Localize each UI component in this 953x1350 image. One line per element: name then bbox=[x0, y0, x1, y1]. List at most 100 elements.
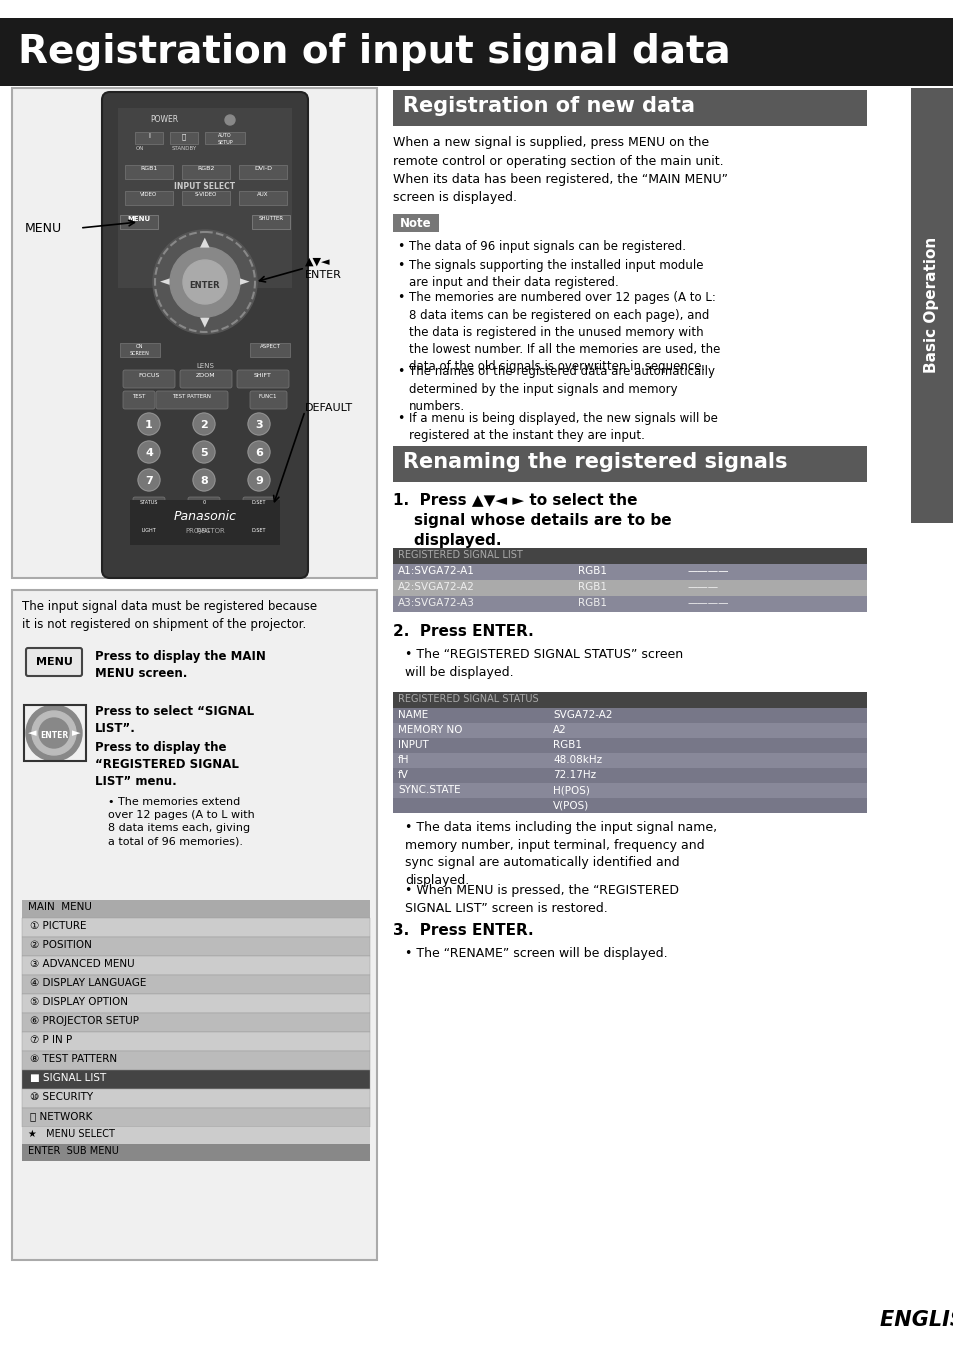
Text: ON
SCREEN: ON SCREEN bbox=[130, 344, 150, 355]
Text: ⏻: ⏻ bbox=[182, 134, 186, 139]
Text: SVGA72-A2: SVGA72-A2 bbox=[553, 710, 612, 721]
Bar bbox=[393, 738, 866, 753]
Bar bbox=[22, 1143, 370, 1161]
FancyBboxPatch shape bbox=[123, 370, 174, 387]
Text: S-VIDEO: S-VIDEO bbox=[194, 192, 217, 197]
Text: Registration of new data: Registration of new data bbox=[402, 96, 695, 116]
Text: MENU: MENU bbox=[25, 221, 62, 235]
Text: TEST PATTERN: TEST PATTERN bbox=[172, 394, 212, 400]
Text: ◄: ◄ bbox=[28, 728, 36, 738]
FancyBboxPatch shape bbox=[236, 370, 289, 387]
FancyBboxPatch shape bbox=[26, 648, 82, 676]
Text: ③ ADVANCED MENU: ③ ADVANCED MENU bbox=[30, 958, 134, 969]
Text: Press to select “SIGNAL
LIST”.: Press to select “SIGNAL LIST”. bbox=[95, 705, 253, 734]
Text: TEST: TEST bbox=[132, 394, 146, 400]
Bar bbox=[22, 975, 370, 994]
Text: 1: 1 bbox=[145, 420, 152, 431]
Text: 2.  Press ENTER.: 2. Press ENTER. bbox=[393, 625, 533, 640]
FancyBboxPatch shape bbox=[188, 497, 220, 514]
Text: ————: ———— bbox=[687, 598, 729, 609]
Text: AUTO
SETUP: AUTO SETUP bbox=[217, 134, 233, 144]
Text: Note: Note bbox=[399, 217, 432, 230]
Circle shape bbox=[248, 441, 270, 463]
Bar bbox=[252, 215, 290, 230]
Bar bbox=[22, 1071, 370, 1089]
Bar bbox=[182, 165, 230, 180]
Text: Press to display the MAIN
MENU screen.: Press to display the MAIN MENU screen. bbox=[95, 649, 266, 680]
Text: The signals supporting the installed input module
are input and their data regis: The signals supporting the installed inp… bbox=[409, 259, 702, 289]
Bar bbox=[130, 500, 280, 545]
Bar bbox=[12, 590, 376, 1260]
Text: 3.  Press ENTER.: 3. Press ENTER. bbox=[393, 923, 533, 938]
Text: ⑥ PROJECTOR SETUP: ⑥ PROJECTOR SETUP bbox=[30, 1017, 139, 1026]
Text: D.SET: D.SET bbox=[252, 500, 266, 505]
Text: MEMORY NO: MEMORY NO bbox=[397, 725, 462, 736]
Bar bbox=[22, 956, 370, 975]
Text: ————: ———— bbox=[687, 567, 729, 576]
Text: FOCUS: FOCUS bbox=[138, 373, 159, 378]
Text: 48.08kHz: 48.08kHz bbox=[553, 756, 601, 765]
Circle shape bbox=[193, 413, 214, 435]
Text: ★   MENU SELECT: ★ MENU SELECT bbox=[28, 1129, 114, 1139]
Bar bbox=[393, 798, 866, 814]
Bar bbox=[393, 90, 866, 126]
Text: The names of the registered data are automatically
determined by the input signa: The names of the registered data are aut… bbox=[409, 366, 714, 413]
Text: PROJECTOR: PROJECTOR bbox=[185, 528, 225, 535]
Text: Basic Operation: Basic Operation bbox=[923, 236, 939, 373]
Bar bbox=[250, 343, 290, 356]
Text: ⑦ P IN P: ⑦ P IN P bbox=[30, 1035, 72, 1045]
Bar bbox=[393, 548, 866, 564]
Text: ⑪ NETWORK: ⑪ NETWORK bbox=[30, 1111, 92, 1120]
Text: ———: ——— bbox=[687, 582, 719, 593]
Text: ZOOM: ZOOM bbox=[196, 373, 215, 378]
Text: ■ SIGNAL LIST: ■ SIGNAL LIST bbox=[30, 1073, 106, 1083]
Text: ◄: ◄ bbox=[160, 275, 170, 289]
Text: RGB1: RGB1 bbox=[578, 567, 606, 576]
Text: INPUT SELECT: INPUT SELECT bbox=[174, 182, 235, 190]
Text: DVI-D: DVI-D bbox=[253, 166, 272, 171]
Text: LENS: LENS bbox=[196, 363, 213, 369]
Text: NAME: NAME bbox=[397, 710, 428, 721]
Text: ►: ► bbox=[240, 275, 250, 289]
Bar bbox=[239, 190, 287, 205]
Circle shape bbox=[32, 711, 76, 755]
Text: POWER: POWER bbox=[150, 115, 178, 124]
Text: STANDBY: STANDBY bbox=[172, 146, 196, 151]
Circle shape bbox=[248, 413, 270, 435]
Bar bbox=[125, 165, 172, 180]
Text: When a new signal is supplied, press MENU on the
remote control or operating sec: When a new signal is supplied, press MEN… bbox=[393, 136, 727, 204]
Text: 0: 0 bbox=[202, 500, 205, 505]
Text: fV: fV bbox=[397, 771, 409, 780]
Bar bbox=[22, 1012, 370, 1031]
Circle shape bbox=[138, 413, 160, 435]
Text: ▼: ▼ bbox=[200, 316, 210, 328]
Bar bbox=[239, 165, 287, 180]
Circle shape bbox=[193, 468, 214, 491]
Text: ⑤ DISPLAY OPTION: ⑤ DISPLAY OPTION bbox=[30, 998, 128, 1007]
Text: • The memories extend
over 12 pages (A to L with
8 data items each, giving
a tot: • The memories extend over 12 pages (A t… bbox=[108, 796, 254, 846]
FancyBboxPatch shape bbox=[123, 392, 154, 409]
Text: FUNC1: FUNC1 bbox=[258, 394, 277, 400]
Text: RGB2: RGB2 bbox=[197, 166, 214, 171]
Text: •: • bbox=[396, 259, 404, 271]
Circle shape bbox=[183, 261, 227, 304]
Text: V(POS): V(POS) bbox=[553, 801, 589, 810]
Text: Press to display the
“REGISTERED SIGNAL
LIST” menu.: Press to display the “REGISTERED SIGNAL … bbox=[95, 741, 238, 788]
Bar bbox=[22, 1089, 370, 1108]
FancyBboxPatch shape bbox=[250, 392, 287, 409]
Bar bbox=[12, 88, 376, 578]
Text: I: I bbox=[148, 134, 150, 139]
Text: H(POS): H(POS) bbox=[553, 786, 589, 795]
Bar bbox=[393, 753, 866, 768]
Text: ① PICTURE: ① PICTURE bbox=[30, 921, 87, 931]
Text: Panasonic: Panasonic bbox=[173, 510, 236, 522]
Text: A2:SVGA72-A2: A2:SVGA72-A2 bbox=[397, 582, 475, 593]
Text: • The “RENAME” screen will be displayed.: • The “RENAME” screen will be displayed. bbox=[405, 948, 667, 960]
Text: ⑧ TEST PATTERN: ⑧ TEST PATTERN bbox=[30, 1054, 117, 1064]
Text: 8: 8 bbox=[200, 477, 208, 486]
Text: ENTER: ENTER bbox=[190, 281, 220, 289]
Text: A2: A2 bbox=[553, 725, 566, 736]
Bar bbox=[118, 108, 292, 288]
FancyBboxPatch shape bbox=[132, 497, 165, 514]
Bar bbox=[120, 343, 160, 356]
